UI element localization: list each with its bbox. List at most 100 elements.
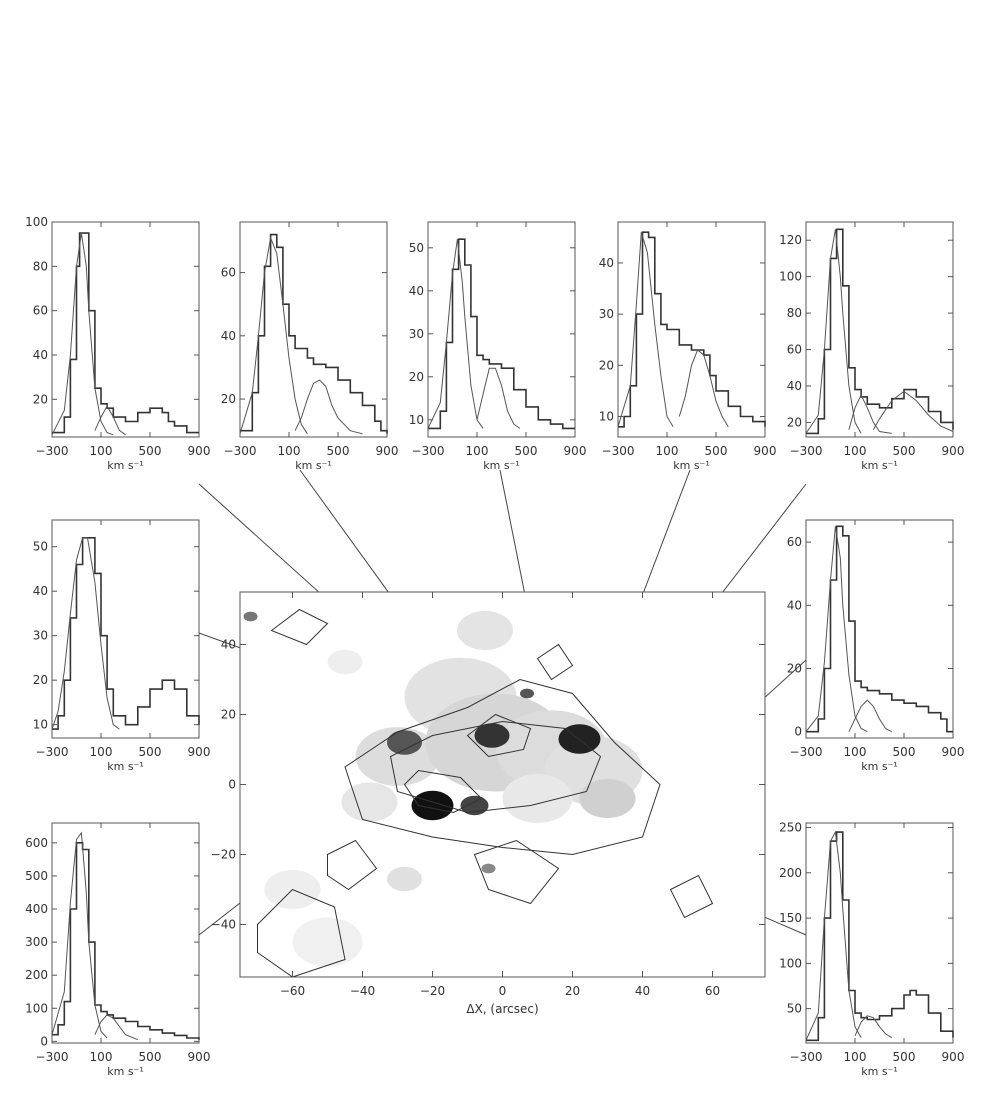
map-y-tick-label: −20: [211, 848, 236, 862]
contour-line: [466, 713, 532, 758]
spectrum-panel-8: −300 100 500 900 0 100 200 300 400 500 600 km s⁻¹: [25, 822, 211, 1078]
plot-frame: [805, 822, 954, 1044]
emission-blob: [502, 774, 573, 823]
y-tick-label: 80: [33, 259, 48, 273]
emission-blob: [387, 730, 422, 755]
x-tick-label: 900: [942, 444, 965, 458]
y-tick-label: 0: [40, 1034, 48, 1048]
contour-line: [389, 720, 602, 814]
spectrum-panel-3: −300 100 500 900 10 20 30 40 50 km s⁻¹: [409, 221, 587, 472]
observed-profile-line: [806, 525, 953, 733]
emission-blob: [327, 649, 363, 675]
x-axis-label: km s⁻¹: [295, 459, 332, 472]
x-tick-label: 100: [90, 1050, 113, 1064]
y-tick-label: 50: [787, 1002, 802, 1016]
emission-blob: [341, 782, 398, 822]
x-tick-label: 900: [942, 1050, 965, 1064]
y-tick-label: 0: [794, 725, 802, 739]
gaussian-component-line: [294, 379, 363, 435]
x-tick-label: 500: [705, 444, 728, 458]
x-axis-label: km s⁻¹: [483, 459, 520, 472]
gaussian-component-line: [805, 526, 868, 733]
x-tick-label: 100: [844, 1050, 867, 1064]
plot-frame: [617, 221, 766, 438]
x-tick-label: −300: [36, 1050, 69, 1064]
contour-line: [344, 678, 661, 856]
observed-profile-line: [52, 232, 199, 434]
map-x-axis-label: ΔX, (arcsec): [466, 1002, 538, 1016]
observed-profile-line: [52, 842, 200, 1040]
y-tick-label: 50: [33, 540, 48, 554]
x-tick-label: 500: [515, 444, 538, 458]
observed-profile-line: [428, 238, 575, 430]
y-tick-label: 20: [599, 358, 614, 372]
contour-line: [536, 643, 574, 681]
x-tick-label: 500: [139, 444, 162, 458]
x-tick-label: 100: [844, 444, 867, 458]
y-tick-label: 10: [599, 410, 614, 424]
y-tick-label: 60: [787, 343, 802, 357]
map-x-tick-label: 20: [565, 984, 580, 998]
y-tick-label: 20: [221, 392, 236, 406]
x-tick-label: −300: [412, 444, 445, 458]
emission-blob: [520, 688, 534, 699]
x-axis-label: km s⁻¹: [107, 459, 144, 472]
y-tick-label: 30: [409, 327, 424, 341]
x-tick-label: 500: [139, 745, 162, 759]
y-tick-label: 40: [33, 348, 48, 362]
gaussian-component-line: [848, 699, 893, 733]
plot-frame: [239, 221, 388, 438]
y-tick-label: 300: [25, 935, 48, 949]
x-axis-label: km s⁻¹: [861, 760, 898, 773]
plot-frame: [51, 822, 200, 1044]
x-tick-label: −300: [224, 444, 257, 458]
gaussian-component-line: [51, 831, 108, 1039]
x-tick-label: 500: [139, 1050, 162, 1064]
x-tick-label: 500: [893, 1050, 916, 1064]
plot-frame: [51, 519, 200, 739]
x-tick-label: 100: [466, 444, 489, 458]
x-tick-label: 900: [188, 1050, 211, 1064]
x-tick-label: 100: [844, 745, 867, 759]
y-tick-label: 20: [787, 415, 802, 429]
spectrum-panel-6: −300 100 500 900 10 20 30 40 50 km s⁻¹: [33, 519, 210, 773]
x-tick-label: −300: [790, 444, 823, 458]
plot-frame: [51, 221, 200, 438]
x-tick-label: −300: [790, 745, 823, 759]
y-tick-label: 100: [25, 215, 48, 229]
y-tick-label: 200: [779, 866, 802, 880]
x-tick-label: 900: [188, 444, 211, 458]
spectrum-panel-7: −300 100 500 900 0 20 40 60 km s⁻¹: [787, 519, 964, 773]
observed-profile-line: [52, 537, 200, 730]
y-tick-label: 20: [409, 370, 424, 384]
map-image: [243, 608, 714, 977]
y-tick-label: 80: [787, 306, 802, 320]
y-tick-label: 100: [779, 270, 802, 284]
gaussian-component-line: [805, 830, 862, 1041]
x-tick-label: −300: [602, 444, 635, 458]
x-tick-label: 500: [893, 745, 916, 759]
plot-frame: [805, 221, 954, 438]
map-y-tick-label: −40: [211, 918, 236, 932]
x-tick-label: −300: [36, 745, 69, 759]
y-tick-label: 60: [221, 266, 236, 280]
gaussian-component-line: [476, 367, 521, 429]
gaussian-component-line: [427, 239, 484, 429]
central-map: −60 −40 −20 0 20 40 60 −40 −20 0 20 40 ΔX, (arcsec): [211, 591, 766, 1016]
gaussian-component-line: [805, 229, 862, 434]
x-tick-label: 900: [564, 444, 587, 458]
x-axis-label: km s⁻¹: [107, 760, 144, 773]
contour-line: [403, 769, 483, 814]
map-x-tick-label: 40: [635, 984, 650, 998]
gaussian-component-line: [239, 235, 308, 435]
map-x-tick-label: 0: [499, 984, 507, 998]
gaussian-component-line: [94, 1014, 138, 1041]
map-y-tick-label: 0: [228, 778, 236, 792]
contour-line: [257, 888, 346, 977]
x-tick-label: 900: [754, 444, 777, 458]
emission-blob: [460, 795, 489, 816]
x-tick-label: 500: [327, 444, 350, 458]
observed-profile-line: [240, 233, 388, 434]
